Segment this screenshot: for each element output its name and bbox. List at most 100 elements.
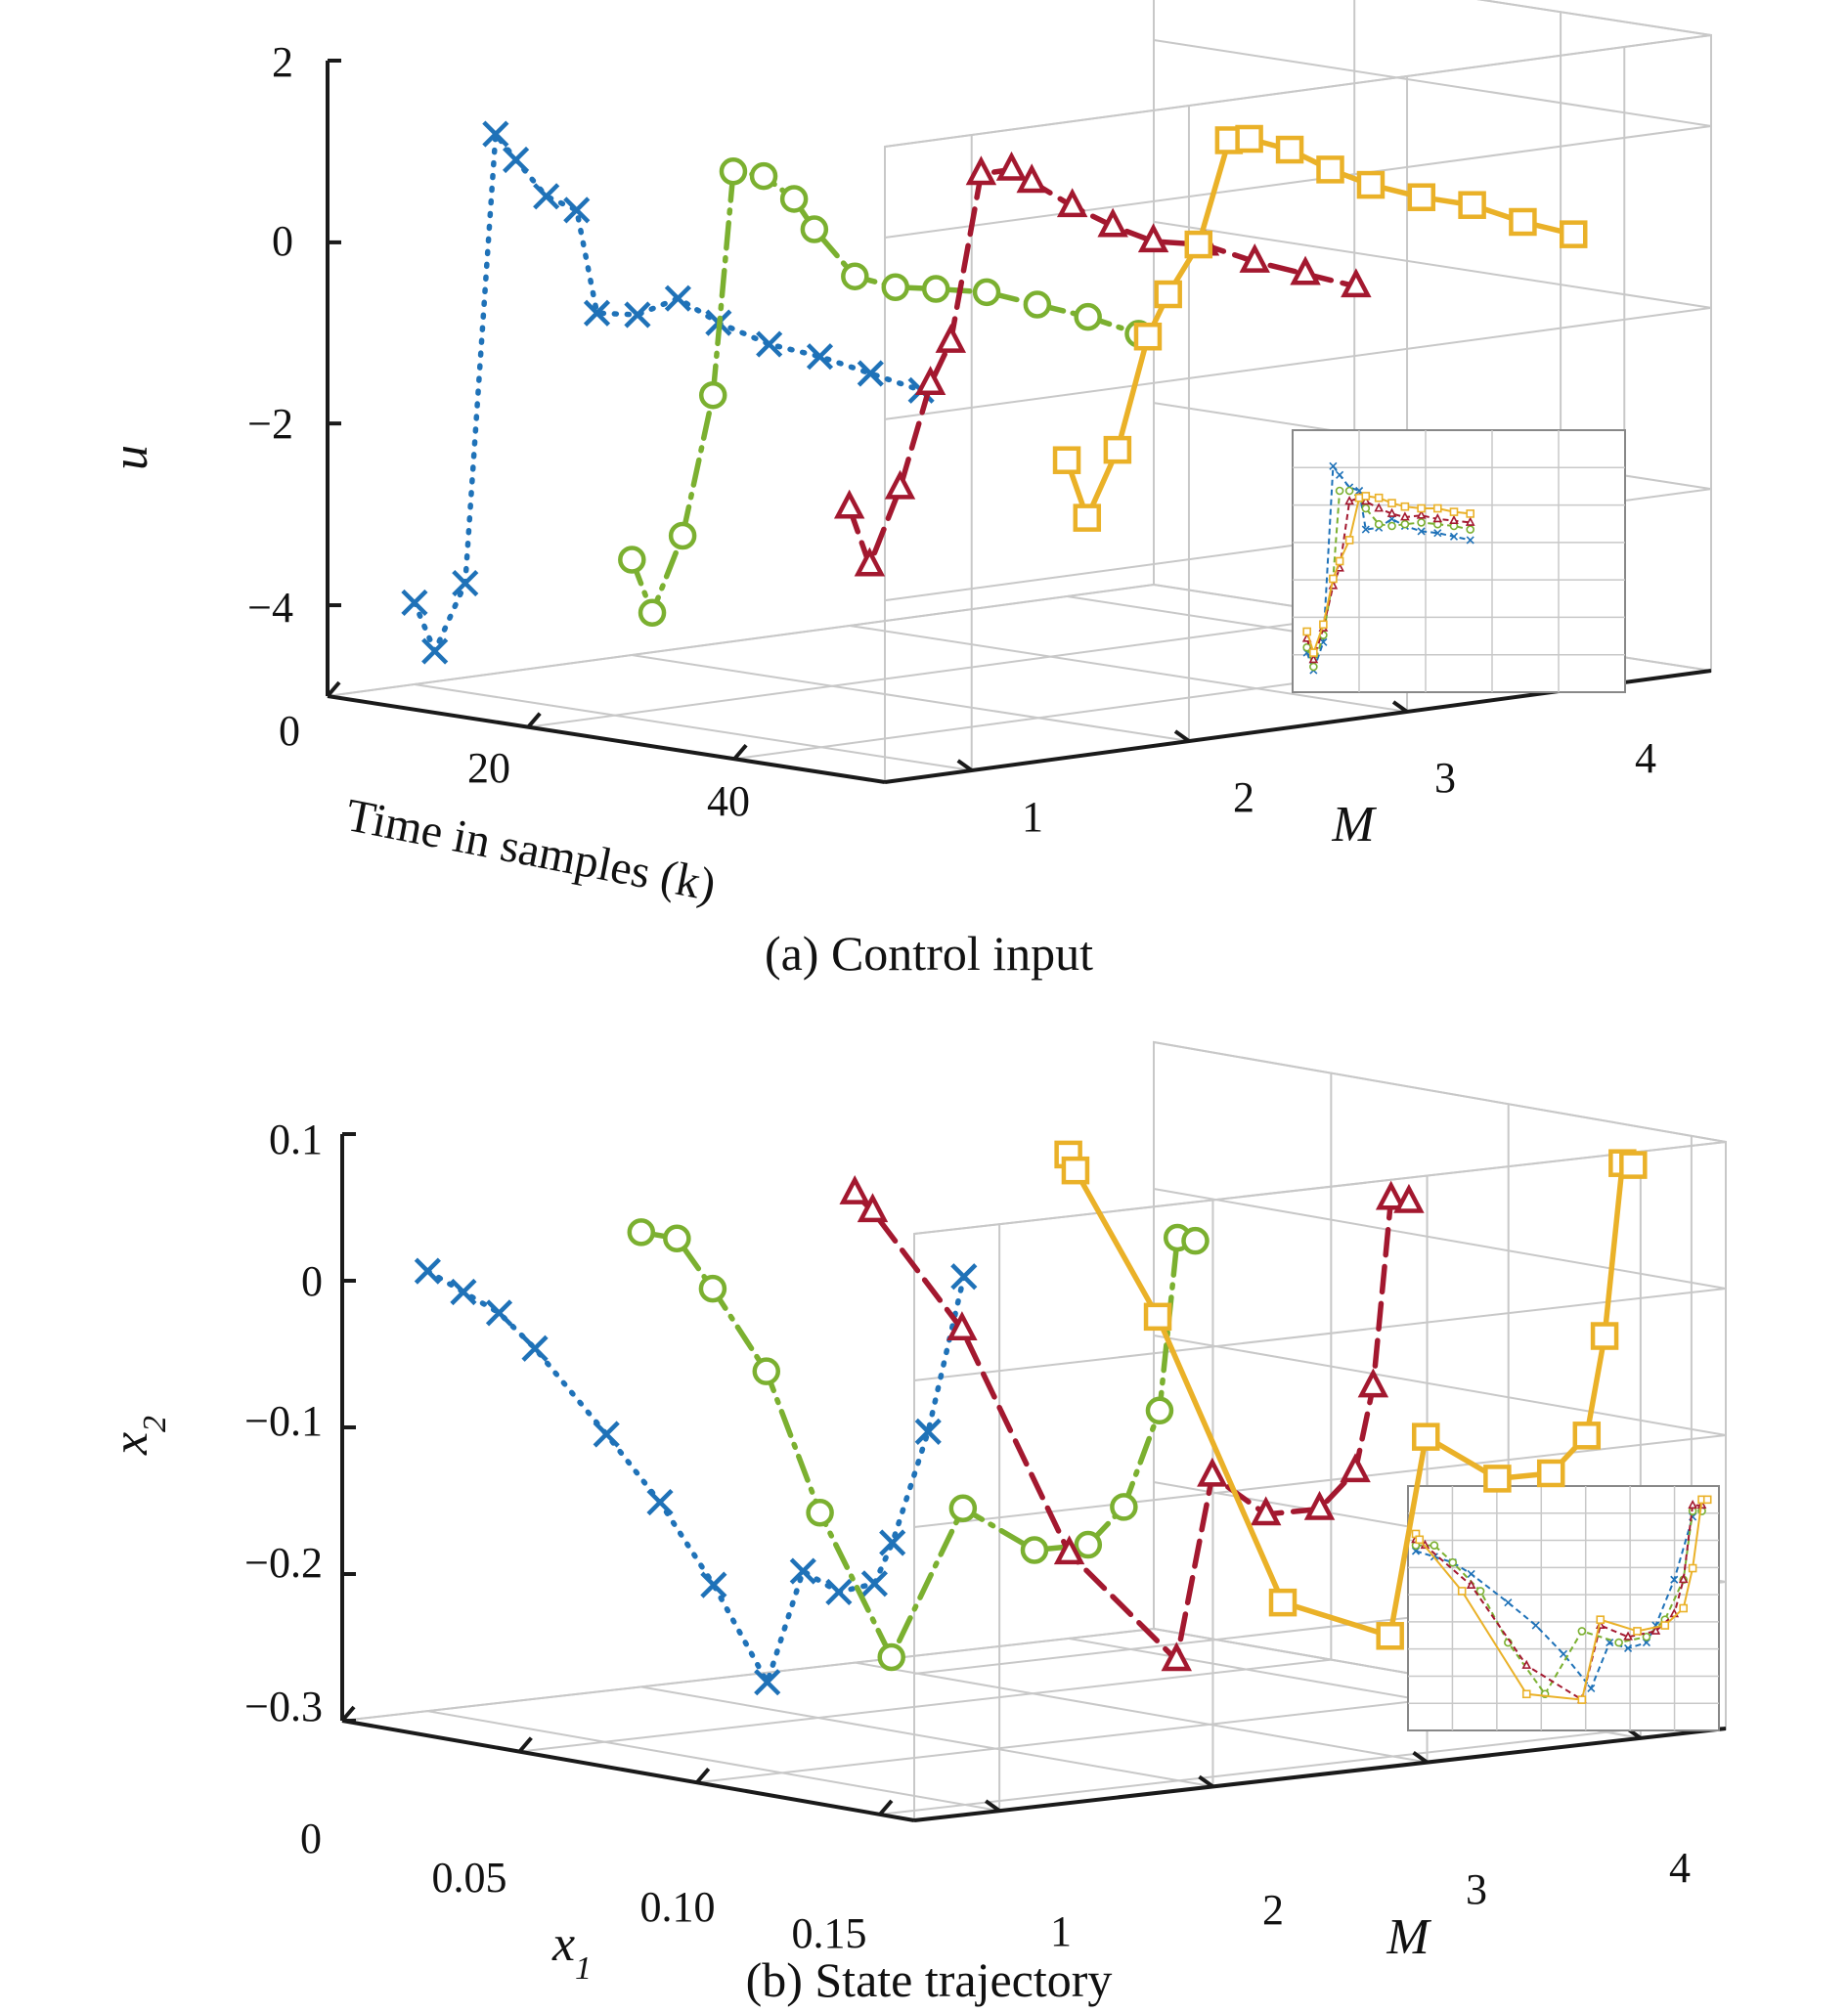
- cross-marker: [1336, 470, 1344, 479]
- triangle-marker: [1416, 509, 1427, 519]
- circle-marker: [698, 380, 727, 410]
- series-line: [852, 1190, 1412, 1663]
- panel-b-state-trajectory: 0.1 0 −0.1 −0.2 −0.3 0 0.05 0.10 0.15 1 …: [103, 1040, 1727, 2007]
- square-marker: [1521, 1689, 1531, 1699]
- z-grid-line: [913, 1188, 1727, 1381]
- inset-series-line: [1415, 1504, 1702, 1702]
- inset-series-line: [1305, 462, 1471, 674]
- series-line: [412, 131, 924, 654]
- series-M4: [1052, 124, 1588, 532]
- circle-marker: [638, 598, 667, 628]
- square-marker: [1509, 207, 1537, 237]
- cross-marker: [533, 183, 560, 210]
- triangle-marker: [1432, 513, 1443, 523]
- square-marker: [1335, 556, 1344, 566]
- panel-b-caption: (b) State trajectory: [746, 1952, 1113, 2007]
- y-tick: [1198, 1774, 1214, 1789]
- y-axis-label: M: [1386, 1909, 1431, 1965]
- square-marker: [1417, 503, 1426, 513]
- circle-marker: [1577, 1627, 1587, 1636]
- square-marker: [1407, 183, 1436, 211]
- z-tick-label: 0: [301, 1257, 323, 1305]
- square-marker: [1302, 627, 1311, 636]
- z-tick-label: 2: [272, 38, 293, 86]
- cross-marker: [700, 1571, 727, 1598]
- triangle-marker: [1374, 503, 1384, 512]
- circle-marker: [921, 275, 950, 303]
- triangle-marker: [1466, 1579, 1476, 1590]
- cross-marker: [1467, 1569, 1475, 1578]
- z-tick-label: −0.3: [244, 1683, 323, 1730]
- series-line: [1065, 1152, 1637, 1640]
- cross-marker: [825, 1578, 853, 1606]
- y-tick-label: 2: [1233, 773, 1254, 821]
- square-marker: [1344, 536, 1354, 545]
- square-marker: [1052, 446, 1081, 474]
- x-tick-label: 40: [707, 777, 750, 825]
- triangle-marker: [965, 155, 997, 186]
- y-tick-label: 2: [1262, 1886, 1284, 1934]
- triangle-marker: [1688, 1499, 1697, 1510]
- z-grid-line: [913, 1041, 1727, 1235]
- cross-marker: [450, 1278, 477, 1306]
- cross-marker: [1355, 486, 1364, 496]
- z-tick-label: 0: [272, 217, 293, 265]
- x-tick-label: 0: [300, 1815, 322, 1862]
- triangle-marker: [946, 1311, 978, 1341]
- x-tick-label: 0.10: [640, 1883, 716, 1931]
- panel-b-z-ticks: 0.1 0 −0.1 −0.2 −0.3: [244, 1116, 323, 1730]
- x-tick: [340, 1705, 356, 1723]
- cross-marker: [879, 1529, 906, 1556]
- cross-marker: [1433, 529, 1442, 538]
- cross-marker: [1587, 1684, 1596, 1692]
- square-marker: [1268, 1588, 1298, 1617]
- square-marker: [1660, 1621, 1670, 1630]
- cross-marker: [1606, 1639, 1614, 1647]
- triangle-marker: [1016, 163, 1047, 194]
- circle-marker: [1642, 1632, 1651, 1641]
- cross-marker: [583, 299, 611, 327]
- panel-a-inset: [1292, 429, 1626, 693]
- cross-marker: [624, 301, 651, 328]
- circle-marker: [1020, 1536, 1049, 1564]
- square-marker: [1572, 1422, 1602, 1450]
- cross-marker: [1504, 1598, 1513, 1607]
- square-marker: [1679, 1603, 1688, 1613]
- circle-marker: [627, 1218, 656, 1247]
- circle-marker: [877, 1642, 905, 1672]
- cross-marker: [1466, 536, 1474, 545]
- square-marker: [1361, 492, 1371, 501]
- panel-b-inset: [1407, 1485, 1720, 1731]
- square-marker: [1073, 503, 1102, 532]
- square-marker: [1596, 1615, 1606, 1624]
- cross-marker: [485, 1299, 513, 1327]
- circle-marker: [948, 1494, 978, 1522]
- circle-marker: [1430, 1541, 1439, 1550]
- triangle-marker: [995, 151, 1028, 181]
- cross-marker: [1559, 1649, 1568, 1658]
- panel-a-x-ticks: 0 20 40: [279, 707, 750, 825]
- floor-grid-line: [519, 1658, 1332, 1753]
- triangle-marker: [1623, 1631, 1633, 1641]
- z-tick-label: −0.2: [244, 1539, 323, 1587]
- y-axis-label: M: [1331, 797, 1377, 853]
- cross-marker: [1417, 527, 1426, 536]
- floor-grid-line: [696, 1689, 1509, 1784]
- triangle-marker: [1290, 255, 1321, 285]
- square-marker: [1688, 1563, 1697, 1573]
- triangle-marker: [1465, 516, 1475, 526]
- x-tick-label: 0.15: [792, 1909, 867, 1957]
- square-marker: [1483, 1465, 1512, 1493]
- triangle-marker: [857, 1193, 889, 1223]
- square-marker: [1536, 1459, 1565, 1488]
- circle-marker: [1417, 518, 1426, 527]
- triangle-marker: [1340, 1453, 1371, 1483]
- series-M4: [1054, 1140, 1648, 1650]
- cross-marker: [482, 120, 509, 148]
- triangle-marker: [1097, 207, 1128, 238]
- square-marker: [1633, 1627, 1642, 1636]
- triangle-marker: [1650, 1625, 1661, 1635]
- inset-series-M4: [1411, 1495, 1712, 1704]
- cross-marker: [860, 1570, 888, 1597]
- triangle-marker: [1137, 223, 1169, 253]
